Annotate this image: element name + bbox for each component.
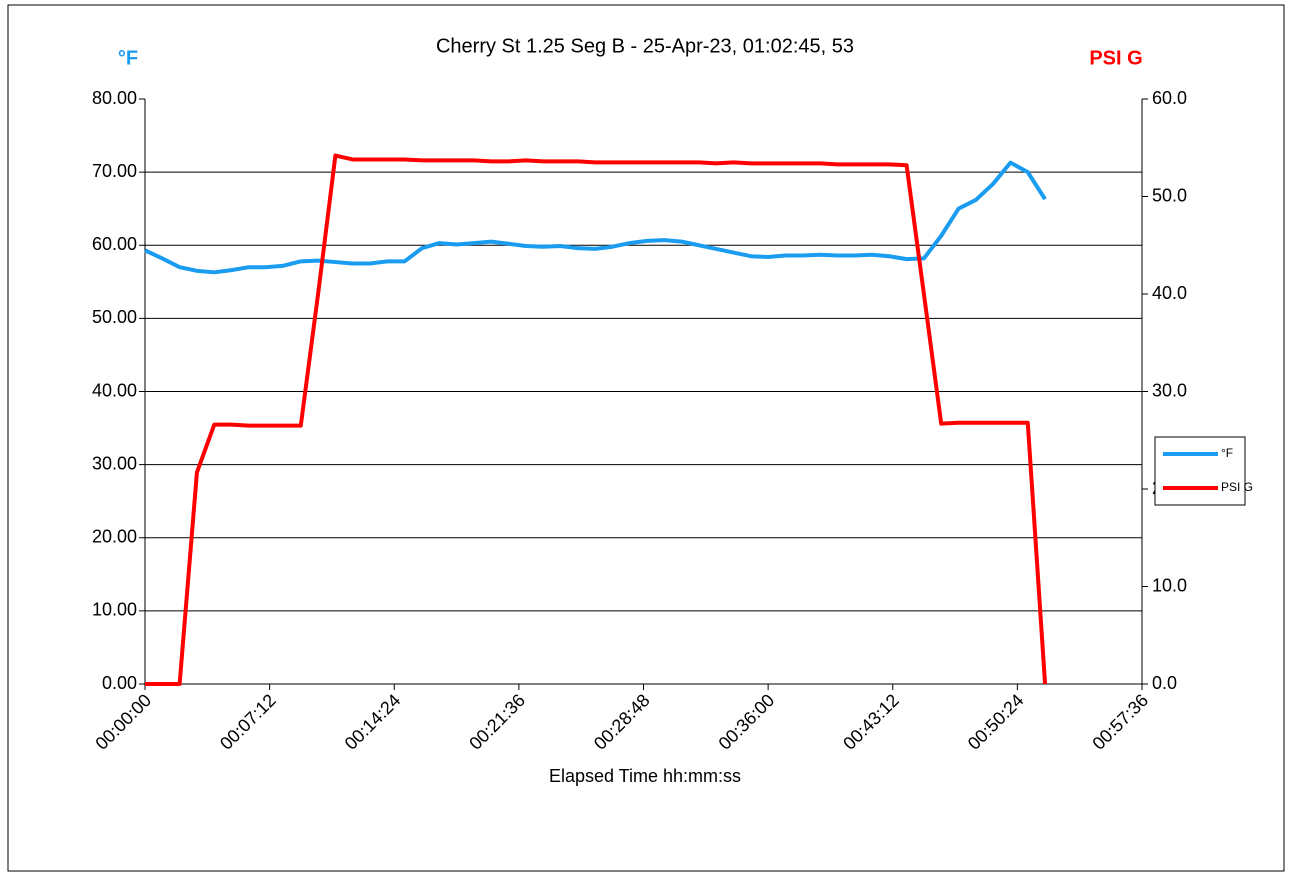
y-tick-label: 40.00 — [92, 380, 137, 400]
y-axis-label: °F — [118, 47, 138, 69]
y-tick-label: 10.00 — [92, 600, 137, 620]
y-tick-label: 70.00 — [92, 161, 137, 181]
y2-tick-label: 0.0 — [1152, 673, 1177, 693]
y2-tick-label: 30.0 — [1152, 380, 1187, 400]
y2-axis-label: PSI G — [1089, 47, 1142, 69]
chart-title: Cherry St 1.25 Seg B - 25-Apr-23, 01:02:… — [436, 35, 854, 57]
legend-box — [1154, 436, 1246, 506]
legend-label: °F — [1221, 446, 1233, 460]
chart-frame — [7, 4, 1285, 872]
y2-tick-label: 60.0 — [1152, 88, 1187, 108]
data-line — [145, 153, 1048, 686]
x-axis-label: Elapsed Time hh:mm:ss — [549, 766, 741, 786]
y-tick-label: 30.00 — [92, 453, 137, 473]
data-line — [144, 160, 1047, 275]
y-tick-label: 80.00 — [92, 88, 137, 108]
y-tick-label: 50.00 — [92, 307, 137, 327]
legend-label: PSI G — [1221, 480, 1253, 494]
y-tick-label: 0.00 — [102, 673, 137, 693]
y-tick-label: 20.00 — [92, 527, 137, 547]
y2-tick-label: 10.0 — [1152, 575, 1187, 595]
y-tick-label: 60.00 — [92, 234, 137, 254]
y2-tick-label: 50.0 — [1152, 185, 1187, 205]
y2-tick-label: 40.0 — [1152, 283, 1187, 303]
